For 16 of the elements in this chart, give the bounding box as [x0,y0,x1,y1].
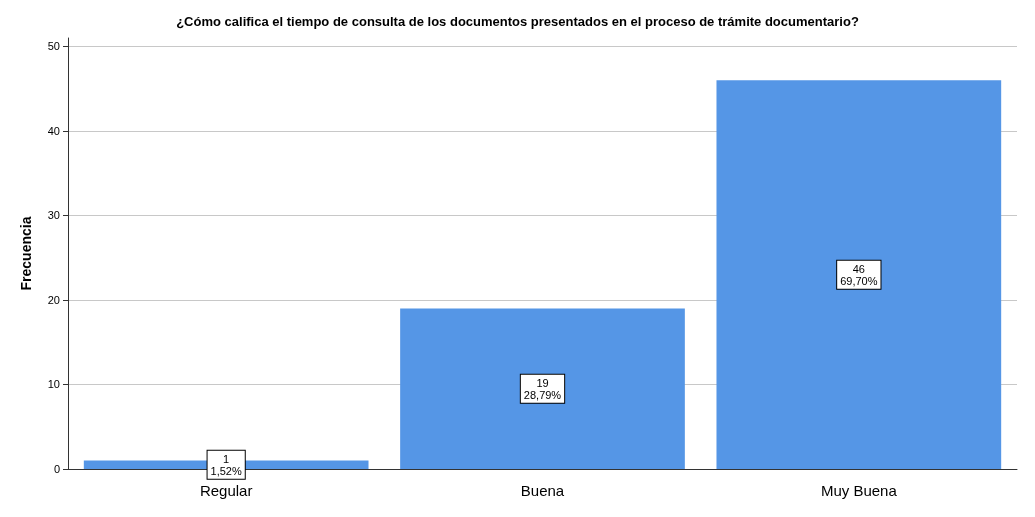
chart-title: ¿Cómo califica el tiempo de consulta de los documentos presentados en el proceso de trámite documentario? [176,14,859,29]
y-axis-title: Frecuencia [18,216,34,291]
y-tick-label: 0 [53,463,60,475]
data-label: 1 1,52% [210,452,242,477]
x-tick-label: Regular [199,482,253,499]
bar [716,80,1002,469]
y-tick-label: 20 [47,293,60,306]
y-tick-label: 30 [47,209,60,222]
data-label: 19 28,79% [523,376,562,401]
bar [400,308,685,469]
y-tick-label: 40 [47,124,60,137]
data-label: 46 69,70% [840,262,878,287]
y-tick-label: 50 [47,40,60,53]
x-tick-label: Muy Buena [820,482,898,499]
x-tick-label: Buena [520,482,565,499]
y-tick-label: 10 [47,378,60,391]
